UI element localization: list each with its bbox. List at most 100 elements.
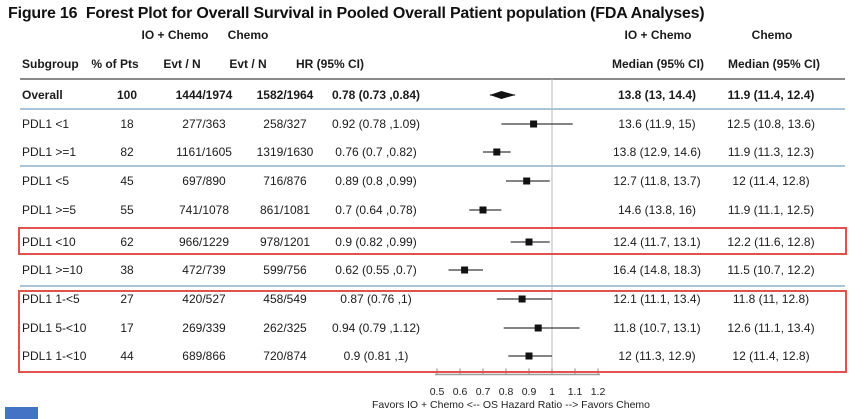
cell-hr-text: 0.89 (0.8 ,0.99) bbox=[335, 174, 417, 188]
cell-hr-text: 0.9 (0.81 ,1) bbox=[343, 349, 409, 363]
cell-hr-text: 0.9 (0.82 ,0.99) bbox=[335, 235, 417, 249]
cell-subgroup: PDL1 >=1 bbox=[22, 145, 77, 159]
figure-title: Figure 16 Forest Plot for Overall Surviv… bbox=[8, 5, 705, 22]
cell-median-chemo: 11.8 (11, 12.8) bbox=[732, 292, 810, 306]
cell-median-io: 12.1 (11.1, 13.4) bbox=[613, 292, 701, 306]
axis-tick-label: 0.8 bbox=[498, 386, 514, 398]
cell-subgroup: PDL1 <1 bbox=[22, 117, 70, 131]
cell-evt-chemo: 1582/1964 bbox=[256, 88, 314, 102]
axis-caption: Favors IO + Chemo <-- OS Hazard Ratio --… bbox=[371, 399, 651, 411]
cell-subgroup: PDL1 >=5 bbox=[22, 203, 77, 217]
cell-hr-text: 0.94 (0.79 ,1.12) bbox=[331, 321, 421, 335]
column-header-subgroup: Subgroup bbox=[22, 57, 79, 71]
column-header-median-chemo: Median (95% CI) bbox=[727, 57, 821, 71]
axis-tick-label: 1.2 bbox=[590, 386, 606, 398]
cell-hr-text: 0.7 (0.64 ,0.78) bbox=[335, 203, 417, 217]
cell-subgroup: PDL1 <5 bbox=[22, 174, 70, 188]
column-header-pct: % of Pts bbox=[91, 57, 139, 71]
hr-marker bbox=[479, 206, 487, 214]
cell-subgroup: PDL1 1-<5 bbox=[22, 292, 80, 306]
group-header-chemo-right: Chemo bbox=[751, 28, 793, 42]
blue-artifact bbox=[5, 407, 38, 419]
cell-evt-chemo: 458/549 bbox=[263, 292, 307, 306]
cell-subgroup: PDL1 >=10 bbox=[22, 263, 83, 277]
cell-evt-io: 689/866 bbox=[182, 349, 226, 363]
group-header-io-chemo-left: IO + Chemo bbox=[141, 28, 209, 42]
cell-subgroup: PDL1 5-<10 bbox=[22, 321, 87, 335]
cell-median-io: 13.8 (12.9, 14.6) bbox=[612, 145, 702, 159]
cell-median-io: 12 (11.3, 12.9) bbox=[618, 349, 696, 363]
group-header-chemo-left: Chemo bbox=[227, 28, 269, 42]
axis-tick-label: 1 bbox=[549, 386, 555, 398]
group-header-io-chemo-right: IO + Chemo bbox=[624, 28, 692, 42]
cell-median-chemo: 12.5 (10.8, 13.6) bbox=[726, 117, 816, 131]
cell-median-chemo: 11.9 (11.1, 12.5) bbox=[727, 203, 815, 217]
hr-diamond-overall bbox=[489, 91, 516, 99]
axis-tick-label: 0.5 bbox=[429, 386, 445, 398]
hr-marker bbox=[493, 148, 501, 156]
header-rule bbox=[20, 78, 845, 80]
cell-evt-io: 966/1229 bbox=[178, 235, 230, 249]
cell-median-io: 14.6 (13.8, 16) bbox=[617, 203, 697, 217]
cell-evt-chemo: 978/1201 bbox=[259, 235, 311, 249]
cell-median-io: 11.8 (10.7, 13.1) bbox=[613, 321, 701, 335]
cell-subgroup: Overall bbox=[22, 88, 63, 102]
highlight-box-pdl1-lt10 bbox=[18, 227, 847, 255]
cell-hr-text: 0.78 (0.73 ,0.84) bbox=[331, 88, 421, 102]
cell-median-io: 13.8 (13, 14.4) bbox=[617, 88, 697, 102]
axis-tick-label: 0.7 bbox=[475, 386, 491, 398]
cell-evt-chemo: 861/1081 bbox=[259, 203, 311, 217]
axis-tick-label: 1.1 bbox=[567, 386, 583, 398]
cell-pct: 82 bbox=[120, 145, 134, 159]
hr-marker bbox=[461, 266, 469, 274]
cell-median-chemo: 12.2 (11.6, 12.8) bbox=[727, 235, 815, 249]
hr-marker bbox=[530, 120, 538, 128]
cell-hr-text: 0.92 (0.78 ,1.09) bbox=[331, 117, 421, 131]
axis-tick-label: 0.6 bbox=[452, 386, 468, 398]
column-header-hr: HR (95% CI) bbox=[295, 57, 365, 71]
cell-pct: 44 bbox=[120, 349, 134, 363]
cell-median-io: 12.4 (11.7, 13.1) bbox=[613, 235, 701, 249]
cell-pct: 17 bbox=[120, 321, 134, 335]
cell-median-chemo: 11.5 (10.7, 12.2) bbox=[727, 263, 815, 277]
separator-line bbox=[20, 285, 845, 287]
cell-evt-chemo: 258/327 bbox=[263, 117, 307, 131]
cell-evt-io: 1161/1605 bbox=[176, 145, 232, 159]
cell-evt-chemo: 262/325 bbox=[263, 321, 307, 335]
cell-median-chemo: 12 (11.4, 12.8) bbox=[732, 349, 810, 363]
axis-tick-label: 0.9 bbox=[521, 386, 537, 398]
cell-evt-io: 697/890 bbox=[182, 174, 226, 188]
cell-median-io: 12.7 (11.8, 13.7) bbox=[613, 174, 701, 188]
cell-evt-chemo: 599/756 bbox=[263, 263, 307, 277]
cell-evt-chemo: 716/876 bbox=[263, 174, 307, 188]
separator-line bbox=[20, 165, 845, 167]
cell-evt-io: 420/527 bbox=[182, 292, 226, 306]
cell-pct: 38 bbox=[120, 263, 134, 277]
cell-hr-text: 0.76 (0.7 ,0.82) bbox=[335, 145, 417, 159]
cell-median-chemo: 12.6 (11.1, 13.4) bbox=[727, 321, 815, 335]
cell-median-io: 16.4 (14.8, 18.3) bbox=[612, 263, 702, 277]
highlight-box-pdl1-ranges bbox=[18, 290, 847, 373]
cell-evt-chemo: 720/874 bbox=[263, 349, 307, 363]
column-header-evt-io: Evt / N bbox=[163, 57, 201, 71]
cell-hr-text: 0.62 (0.55 ,0.7) bbox=[335, 263, 417, 277]
column-header-median-io: Median (95% CI) bbox=[611, 57, 705, 71]
column-header-evt-chemo: Evt / N bbox=[229, 57, 267, 71]
cell-subgroup: PDL1 1-<10 bbox=[22, 349, 87, 363]
cell-median-chemo: 11.9 (11.3, 12.3) bbox=[727, 145, 815, 159]
cell-evt-io: 741/1078 bbox=[178, 203, 230, 217]
cell-subgroup: PDL1 <10 bbox=[22, 235, 76, 249]
hr-marker bbox=[523, 177, 531, 185]
cell-pct: 45 bbox=[120, 174, 134, 188]
cell-evt-io: 472/739 bbox=[182, 263, 226, 277]
cell-median-io: 13.6 (11.9, 15) bbox=[618, 117, 696, 131]
separator-line bbox=[20, 108, 845, 110]
cell-pct: 62 bbox=[120, 235, 134, 249]
cell-median-chemo: 12 (11.4, 12.8) bbox=[732, 174, 810, 188]
cell-hr-text: 0.87 (0.76 ,1) bbox=[340, 292, 412, 306]
cell-pct: 18 bbox=[120, 117, 134, 131]
cell-evt-io: 277/363 bbox=[182, 117, 226, 131]
cell-pct: 55 bbox=[120, 203, 134, 217]
cell-evt-chemo: 1319/1630 bbox=[256, 145, 314, 159]
